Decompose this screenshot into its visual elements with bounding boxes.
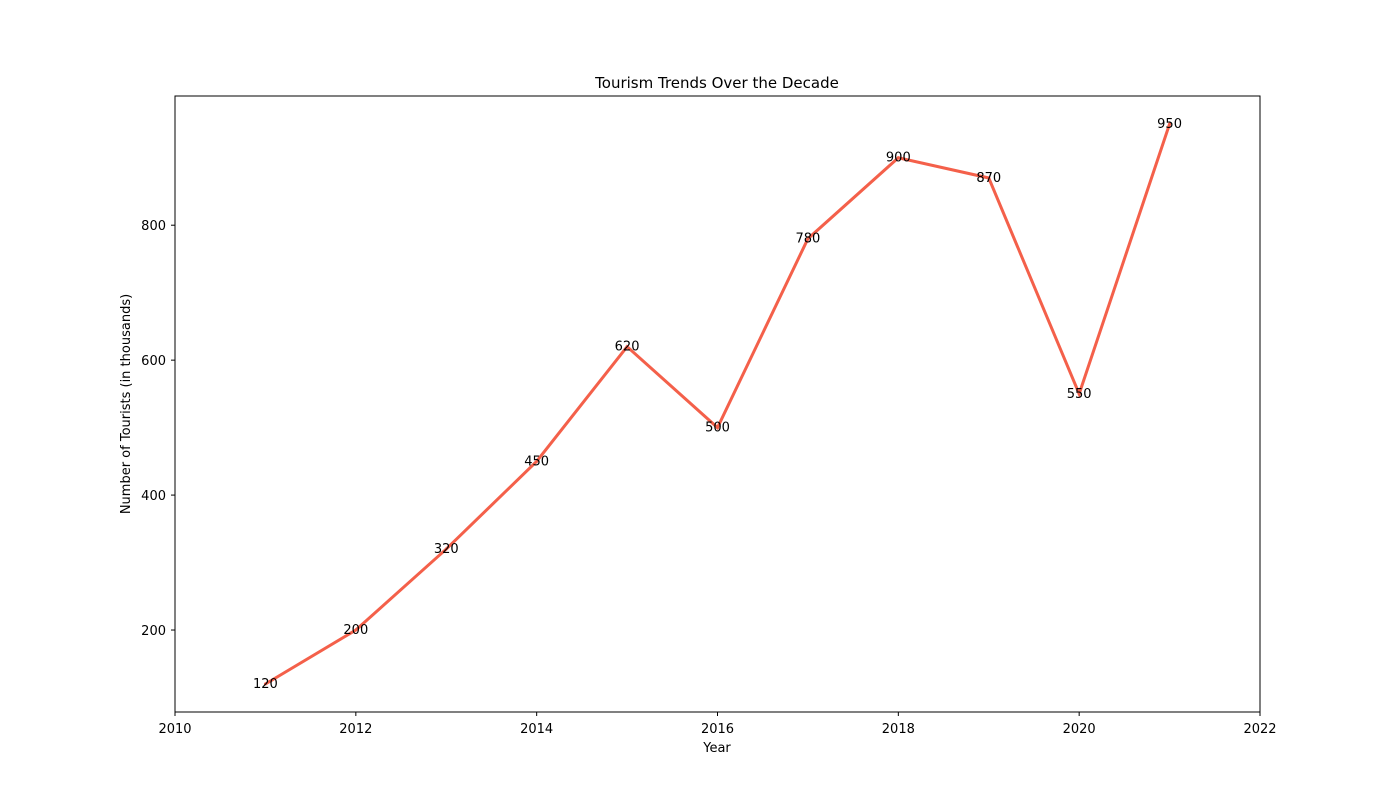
data-point [263, 682, 267, 686]
data-point [444, 547, 448, 551]
data-label: 200 [343, 623, 368, 638]
x-tick-label: 2020 [1063, 722, 1096, 737]
x-axis: 2010 2012 2014 2016 2018 2020 2022 [158, 712, 1277, 737]
data-label: 320 [434, 542, 459, 557]
data-point [535, 459, 539, 463]
y-axis-label: Number of Tourists (in thousands) [119, 294, 134, 514]
x-tick-label: 2012 [339, 722, 372, 737]
x-tick-label: 2018 [882, 722, 915, 737]
data-point [1168, 122, 1172, 126]
data-label: 780 [796, 232, 821, 247]
data-point [716, 426, 719, 430]
data-label: 450 [524, 454, 549, 469]
x-tick-label: 2022 [1243, 722, 1276, 737]
data-point [896, 156, 900, 160]
data-label: 500 [705, 421, 730, 436]
x-tick-label: 2010 [158, 722, 191, 737]
y-tick-label: 600 [141, 354, 166, 369]
data-label: 950 [1157, 117, 1182, 132]
data-label: 900 [886, 151, 911, 166]
data-point [987, 176, 991, 180]
y-tick-label: 800 [141, 219, 166, 234]
y-tick-label: 200 [141, 624, 166, 639]
y-tick-label: 400 [141, 489, 166, 504]
data-labels: 120 200 320 450 620 500 780 900 870 550 950 [253, 117, 1182, 692]
data-point [625, 345, 629, 349]
data-label: 620 [615, 340, 640, 355]
data-label: 870 [976, 171, 1001, 186]
x-axis-label: Year [702, 741, 731, 756]
data-label: 550 [1067, 387, 1092, 402]
data-point [354, 628, 358, 632]
x-tick-label: 2014 [520, 722, 553, 737]
x-tick-label: 2016 [701, 722, 734, 737]
data-label: 120 [253, 677, 278, 692]
chart-title: Tourism Trends Over the Decade [594, 74, 839, 92]
data-point [806, 237, 810, 241]
y-axis: 200 400 600 800 [141, 219, 175, 639]
series-group [263, 122, 1172, 686]
data-point [1077, 392, 1081, 396]
